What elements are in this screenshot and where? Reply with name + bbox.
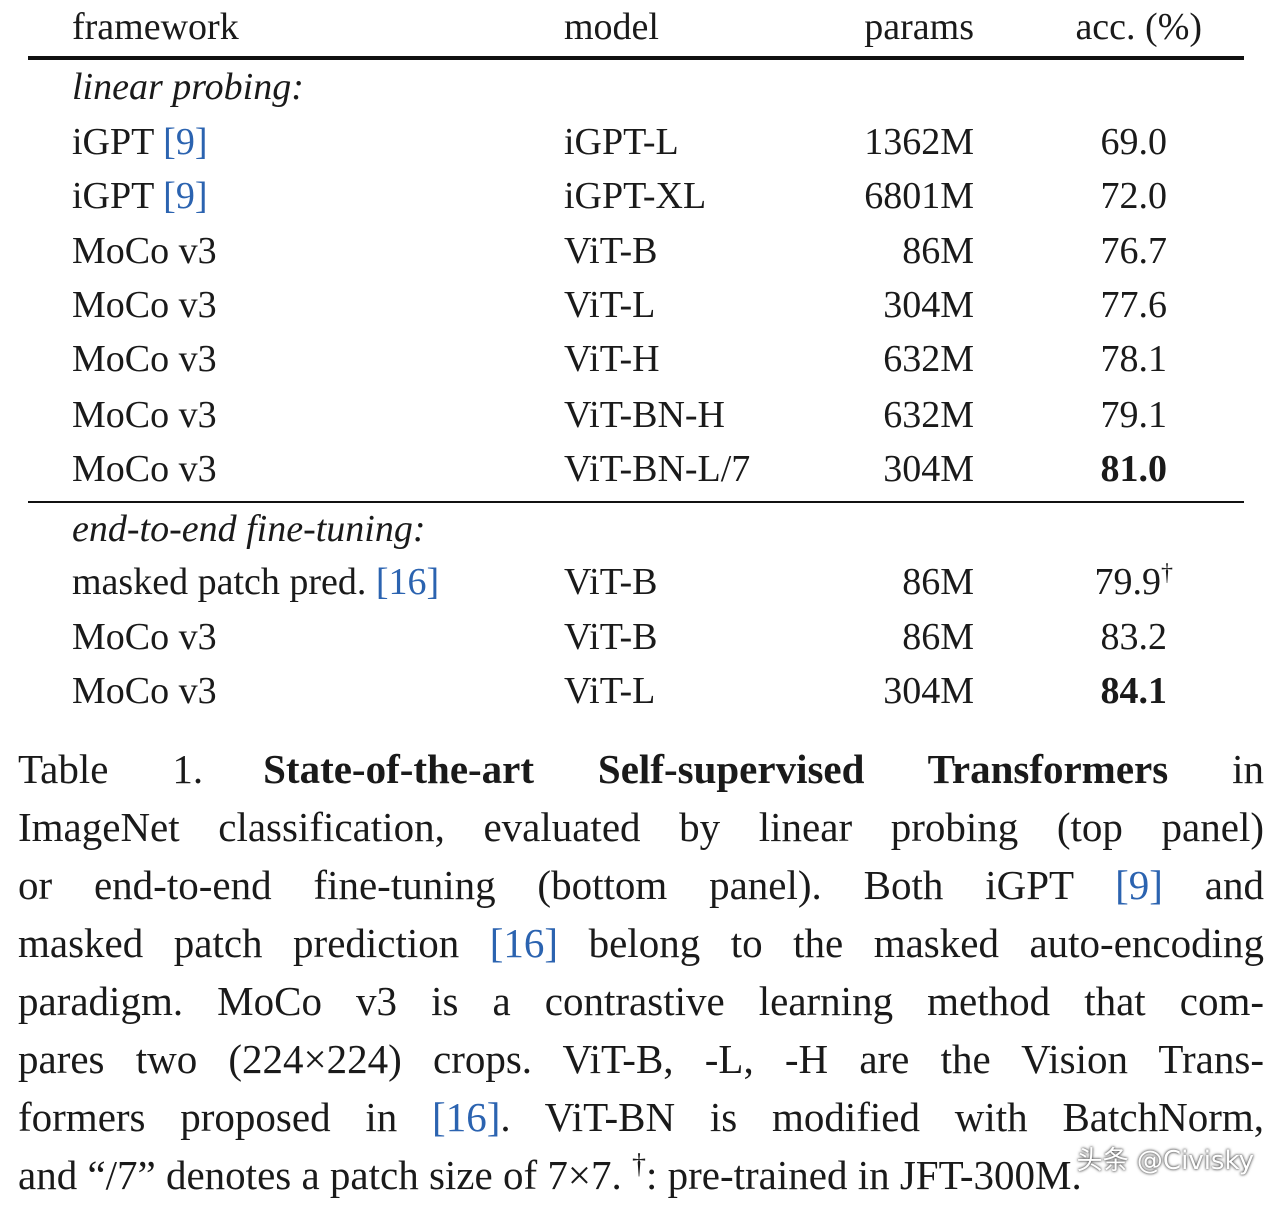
- caption-text: formers proposed in: [18, 1094, 433, 1140]
- header-rule: [28, 56, 1244, 60]
- table-row: MoCo v3 ViT-L 304M 84.1: [0, 664, 1278, 718]
- params-cell: 632M: [883, 394, 974, 436]
- caption-line: Table 1. State-of-the-art Self-supervised…: [18, 740, 1264, 798]
- citation-link[interactable]: [16]: [489, 920, 559, 966]
- acc-cell: 72.0: [1100, 175, 1168, 217]
- framework-cell: iGPT [9]: [72, 169, 207, 223]
- framework-cell: MoCo v3: [72, 448, 217, 490]
- acc-cell: 83.2: [1100, 616, 1168, 658]
- params-cell: 86M: [902, 230, 974, 272]
- table-row: MoCo v3 ViT-BN-L/7 304M 81.0: [0, 442, 1278, 496]
- model-cell: ViT-B: [564, 561, 658, 603]
- framework-cell: MoCo v3: [72, 394, 217, 436]
- caption-line: pares two (224×224) crops. ViT-B, -L, -H…: [18, 1036, 1264, 1082]
- header-params: params: [864, 6, 974, 48]
- table-row: MoCo v3 ViT-B 86M 76.7: [0, 224, 1278, 278]
- acc-cell: 69.0: [1100, 121, 1168, 163]
- acc-cell-best: 84.1: [1100, 670, 1168, 712]
- framework-cell: MoCo v3: [72, 616, 217, 658]
- model-cell: ViT-L: [564, 284, 656, 326]
- citation-link[interactable]: [9]: [1115, 862, 1163, 908]
- section-divider: [28, 501, 1244, 503]
- caption-text: . ViT-BN is modified with BatchNorm,: [500, 1094, 1264, 1140]
- params-cell: 304M: [883, 670, 974, 712]
- caption-text: belong to the masked auto-encoding: [558, 920, 1264, 966]
- model-cell: ViT-BN-L/7: [564, 448, 751, 490]
- citation-link[interactable]: [9]: [163, 121, 208, 163]
- model-cell: ViT-BN-H: [564, 394, 725, 436]
- table-row: iGPT [9] iGPT-XL 6801M 72.0: [0, 169, 1278, 223]
- params-cell: 86M: [902, 561, 974, 603]
- acc-value: 79.9: [1094, 561, 1162, 603]
- acc-cell: 79.1: [1100, 394, 1168, 436]
- acc-cell: 77.6: [1100, 284, 1168, 326]
- model-cell: iGPT-XL: [564, 175, 707, 217]
- table-row: MoCo v3 ViT-H 632M 78.1: [0, 332, 1278, 386]
- citation-link[interactable]: [16]: [375, 561, 440, 603]
- caption-text: and “/7” denotes a patch size of 7×7.: [18, 1152, 632, 1198]
- dagger-mark: †: [631, 1149, 646, 1180]
- caption-line: formers proposed in [16]. ViT-BN is modi…: [18, 1088, 1264, 1146]
- caption-line: and “/7” denotes a patch size of 7×7. †:…: [18, 1146, 1264, 1204]
- framework-cell: MoCo v3: [72, 284, 217, 326]
- acc-cell-best: 81.0: [1100, 448, 1168, 490]
- table-row: MoCo v3 ViT-L 304M 77.6: [0, 278, 1278, 332]
- acc-cell: 76.7: [1100, 230, 1168, 272]
- header-acc: acc. (%): [1075, 6, 1202, 48]
- citation-link[interactable]: [16]: [432, 1094, 501, 1140]
- caption-line: ImageNet classification, evaluated by li…: [18, 804, 1264, 850]
- framework-text: iGPT: [72, 121, 164, 163]
- section-title-row: linear probing:: [0, 60, 1278, 114]
- params-cell: 304M: [883, 448, 974, 490]
- watermark: 头条 @Civisky: [1076, 1146, 1254, 1176]
- header-framework: framework: [72, 6, 239, 48]
- section-title: linear probing:: [72, 66, 304, 108]
- framework-cell: MoCo v3: [72, 230, 217, 272]
- model-cell: ViT-B: [564, 616, 658, 658]
- table-row: MoCo v3 ViT-B 86M 83.2: [0, 610, 1278, 664]
- framework-cell: MoCo v3: [72, 670, 217, 712]
- caption-title: State-of-the-art Self-supervised Transfo…: [263, 746, 1169, 792]
- params-cell: 632M: [883, 338, 974, 380]
- framework-text: masked patch pred.: [72, 561, 376, 603]
- framework-cell: iGPT [9]: [72, 115, 207, 169]
- table-header-row: framework model params acc. (%): [0, 0, 1278, 54]
- acc-cell: 78.1: [1100, 338, 1168, 380]
- caption-text: and: [1162, 862, 1264, 908]
- section-title: end-to-end fine-tuning:: [72, 508, 426, 550]
- caption-label: Table 1.: [18, 746, 204, 792]
- model-cell: iGPT-L: [564, 121, 679, 163]
- model-cell: ViT-L: [564, 670, 656, 712]
- caption-line: masked patch prediction [16] belong to t…: [18, 914, 1264, 972]
- acc-cell: 79.9†: [1095, 555, 1174, 614]
- params-cell: 6801M: [864, 175, 974, 217]
- model-cell: ViT-B: [564, 230, 658, 272]
- caption-line: paradigm. MoCo v3 is a contrastive learn…: [18, 978, 1264, 1024]
- table-row: masked patch pred. [16] ViT-B 86M 79.9†: [0, 555, 1278, 609]
- caption-line: or end-to-end fine-tuning (bottom panel)…: [18, 856, 1264, 914]
- table-row: MoCo v3 ViT-BN-H 632M 79.1: [0, 388, 1278, 442]
- model-cell: ViT-H: [564, 338, 660, 380]
- header-model: model: [564, 6, 659, 48]
- table-row: iGPT [9] iGPT-L 1362M 69.0: [0, 115, 1278, 169]
- section-title-row: end-to-end fine-tuning:: [0, 502, 1278, 556]
- framework-text: iGPT: [72, 175, 164, 217]
- params-cell: 304M: [883, 284, 974, 326]
- framework-cell: MoCo v3: [72, 338, 217, 380]
- caption-text: in: [1168, 746, 1264, 792]
- caption-text: masked patch prediction: [18, 920, 490, 966]
- dagger-mark: †: [1161, 560, 1173, 586]
- caption-text: or end-to-end fine-tuning (bottom panel)…: [18, 862, 1116, 908]
- params-cell: 86M: [902, 616, 974, 658]
- framework-cell: masked patch pred. [16]: [72, 555, 439, 609]
- citation-link[interactable]: [9]: [163, 175, 208, 217]
- table-caption: Table 1. State-of-the-art Self-supervised…: [18, 740, 1264, 1204]
- caption-text: : pre-trained in JFT-300M.: [645, 1152, 1082, 1198]
- params-cell: 1362M: [864, 121, 974, 163]
